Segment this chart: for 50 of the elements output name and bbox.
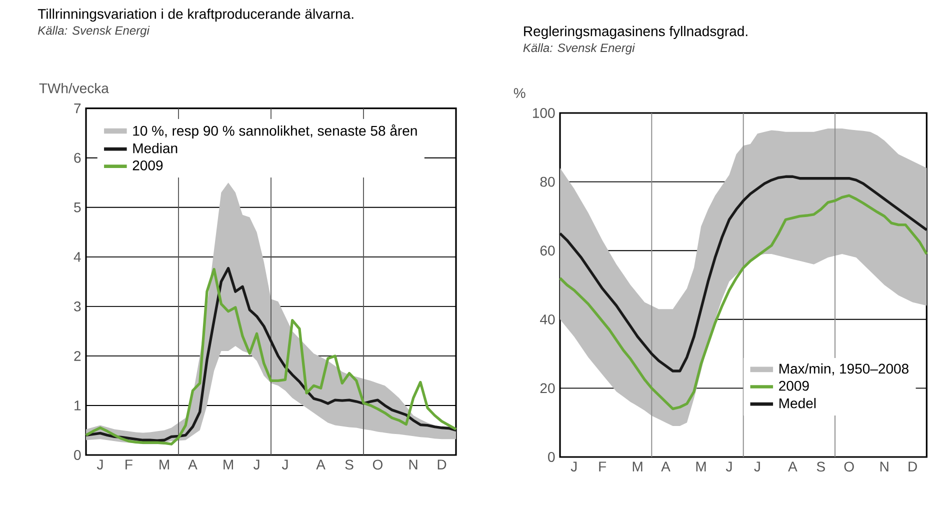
annotation: 10 %, resp 90 % sannolikhet, senaste 58 åren [133, 124, 417, 139]
x-tick-label: J [726, 462, 732, 472]
y-tick-label: 20 [540, 383, 555, 394]
x-tick-label: S [345, 460, 354, 470]
y-tick-label: 100 [533, 108, 555, 118]
x-tick-label: M [696, 462, 706, 472]
y-tick-label: 0 [74, 450, 81, 460]
x-tick-label: N [880, 462, 888, 472]
x-tick-label: A [661, 462, 670, 472]
x-tick-label: J [253, 460, 260, 470]
x-tick-label: M [160, 460, 169, 470]
y-axis-title: TWh/vecka [39, 82, 109, 94]
y-tick-label: 1 [74, 400, 81, 410]
chart-title: Regleringsmagasinens fyllnadsgrad. [524, 26, 748, 39]
y-tick-label: 0 [548, 452, 555, 462]
legend-label: 2009 [779, 380, 809, 391]
y-axis-title: % [514, 88, 526, 98]
x-tick-label: J [754, 462, 760, 472]
x-tick-label: O [844, 462, 854, 472]
annotation: Max/min, 1950–2008 [780, 363, 908, 376]
x-tick-label: A [788, 462, 798, 472]
legend-label: Medel [780, 398, 816, 408]
legend-label: Median [133, 142, 178, 154]
x-tick-label: J [96, 460, 103, 470]
x-tick-label: F [599, 462, 606, 472]
x-tick-label: D [438, 460, 446, 470]
y-tick-label: 60 [540, 246, 555, 256]
y-tick-label: 3 [74, 301, 81, 312]
x-tick-label: A [188, 460, 198, 470]
x-tick-label: J [282, 460, 288, 470]
x-tick-label: A [316, 460, 326, 470]
x-tick-label: D [908, 462, 917, 472]
y-tick-label: 5 [74, 202, 81, 212]
y-tick-label: 7 [74, 104, 81, 114]
y-tick-label: 6 [74, 152, 81, 163]
x-tick-label: O [372, 460, 382, 470]
x-tick-label: M [224, 460, 233, 470]
x-tick-label: J [570, 462, 577, 472]
x-tick-label: N [409, 460, 418, 470]
x-tick-label: S [816, 462, 825, 472]
y-tick-label: 4 [74, 252, 81, 262]
chart-title: Tillrinningsvariation i de kraftproducerande älvarna. [38, 8, 354, 22]
text: Källa: Svensk Energi [523, 43, 636, 54]
x-tick-label: M [632, 462, 642, 472]
y-tick-label: 80 [540, 176, 555, 187]
y-tick-label: 2 [74, 351, 81, 361]
x-tick-label: F [126, 460, 132, 470]
text: Källa: Svensk Energi [38, 26, 150, 38]
legend-label: 2009 [132, 160, 163, 170]
y-tick-label: 40 [540, 314, 555, 324]
